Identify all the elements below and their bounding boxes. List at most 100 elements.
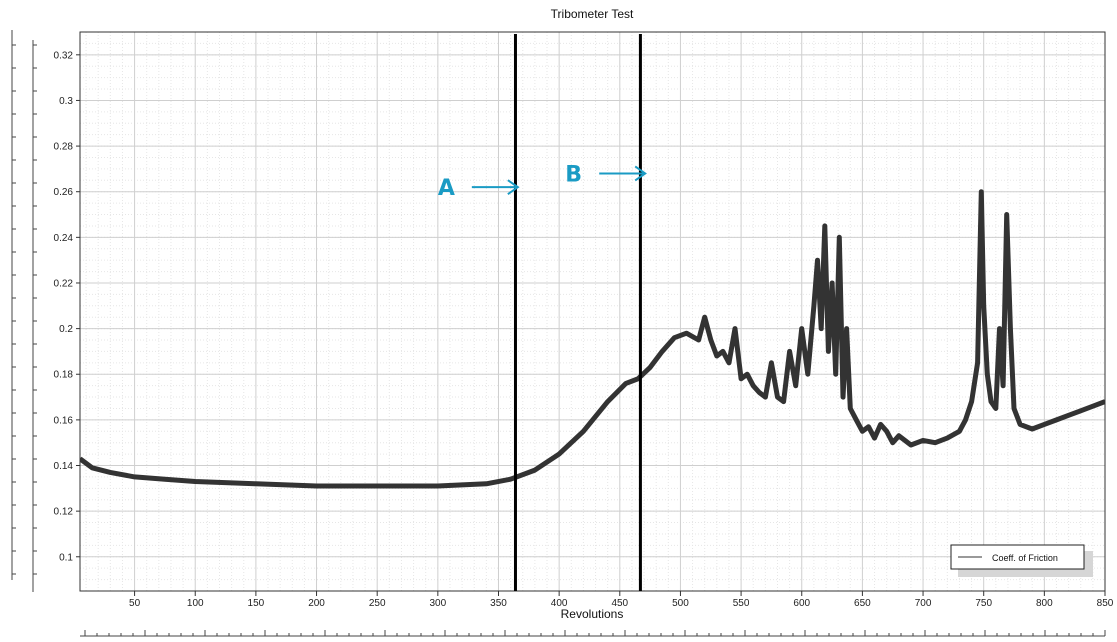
series-point (1043, 423, 1046, 426)
y-tick-label: 0.24 (54, 233, 74, 244)
series-point (485, 482, 488, 485)
series-point (982, 304, 985, 307)
series-point (624, 382, 628, 385)
series-point (1018, 423, 1022, 426)
plot-frame (79, 31, 1106, 592)
annotation-arrow-head (507, 179, 520, 195)
series-point (721, 350, 725, 353)
series-point (557, 452, 561, 456)
series-point (715, 354, 719, 358)
series-point (133, 475, 136, 479)
series-point (163, 478, 167, 481)
series-point (986, 373, 989, 376)
series-point (703, 316, 706, 319)
series-point (509, 478, 512, 481)
series-point (891, 441, 894, 444)
series-point (254, 482, 258, 485)
legend-label: Coeff. of Friction (992, 553, 1058, 563)
y-tick-label: 0.14 (54, 461, 74, 472)
series-point (1009, 327, 1012, 330)
y-tick-label: 0.32 (54, 50, 74, 61)
series-point (782, 400, 785, 403)
y-tick-label: 0.16 (54, 415, 74, 426)
x-tick-label: 400 (551, 598, 568, 609)
series-point (727, 361, 731, 365)
chart-title: Tribometer Test (551, 7, 634, 21)
series-point (794, 384, 797, 387)
series-point (819, 327, 823, 330)
series-point (636, 377, 640, 381)
series-point (980, 190, 983, 193)
x-tick-label: 300 (429, 598, 446, 609)
series-point (849, 407, 852, 410)
series-point (830, 281, 834, 285)
x-tick-label: 850 (1097, 598, 1114, 609)
series-point (80, 457, 82, 460)
y-tick-label: 0.1 (59, 552, 73, 563)
x-tick-label: 450 (611, 598, 628, 609)
series-point (806, 373, 810, 376)
series-point (838, 236, 841, 239)
x-tick-label: 100 (187, 598, 204, 609)
x-axis-label: Revolutions (561, 607, 624, 621)
x-tick-label: 150 (248, 598, 265, 609)
annotation-arrow-head (634, 165, 647, 182)
series-point (1031, 427, 1034, 431)
series-point (1005, 213, 1008, 216)
series-point (90, 466, 94, 469)
x-tick-label: 250 (369, 598, 386, 609)
series-point (315, 484, 318, 488)
series-point (109, 471, 112, 474)
series-line (80, 189, 1105, 489)
series-point (841, 395, 845, 399)
x-tick-label: 500 (672, 598, 689, 609)
series-point (788, 350, 791, 353)
annotation-label-b: B (565, 162, 582, 187)
series-point (739, 377, 743, 381)
series-point (673, 336, 676, 339)
y-tick-label: 0.18 (54, 370, 74, 381)
series-point (1067, 414, 1070, 417)
series-point (1012, 407, 1016, 410)
series-point (964, 418, 967, 422)
x-tick-label: 750 (975, 598, 992, 609)
series-point (733, 327, 737, 330)
series-point (921, 439, 925, 442)
series-point (861, 430, 864, 433)
x-tick-label: 350 (490, 598, 507, 609)
series-point (436, 484, 440, 488)
series-point (885, 430, 888, 433)
series-point (1091, 404, 1095, 408)
x-tick-label: 800 (1036, 598, 1053, 609)
series-point (375, 484, 379, 488)
series-point (873, 436, 876, 440)
series-point (648, 366, 652, 369)
series-point (879, 423, 882, 426)
series-point (834, 373, 837, 376)
series-point (958, 430, 961, 433)
series-point (533, 468, 537, 472)
y-tick-label: 0.28 (54, 142, 74, 153)
y-tick-label: 0.2 (59, 324, 73, 335)
series-point (827, 350, 830, 353)
series-point (752, 384, 755, 387)
series-point (776, 395, 779, 399)
series-point (998, 327, 1001, 330)
series-point (745, 373, 749, 376)
series-point (1079, 409, 1082, 412)
series-point (685, 331, 688, 335)
x-tick-label: 50 (129, 598, 141, 609)
series-point (855, 418, 858, 422)
y-tick-label: 0.12 (54, 507, 74, 518)
series-point (933, 441, 937, 444)
series-point (976, 361, 979, 365)
y-tick-label: 0.22 (54, 278, 74, 289)
series-point (709, 338, 712, 342)
series-point (1055, 418, 1058, 422)
series-point (845, 327, 848, 330)
series-point (582, 430, 585, 433)
series-point (606, 400, 609, 403)
y-tick-label: 0.26 (54, 187, 74, 198)
